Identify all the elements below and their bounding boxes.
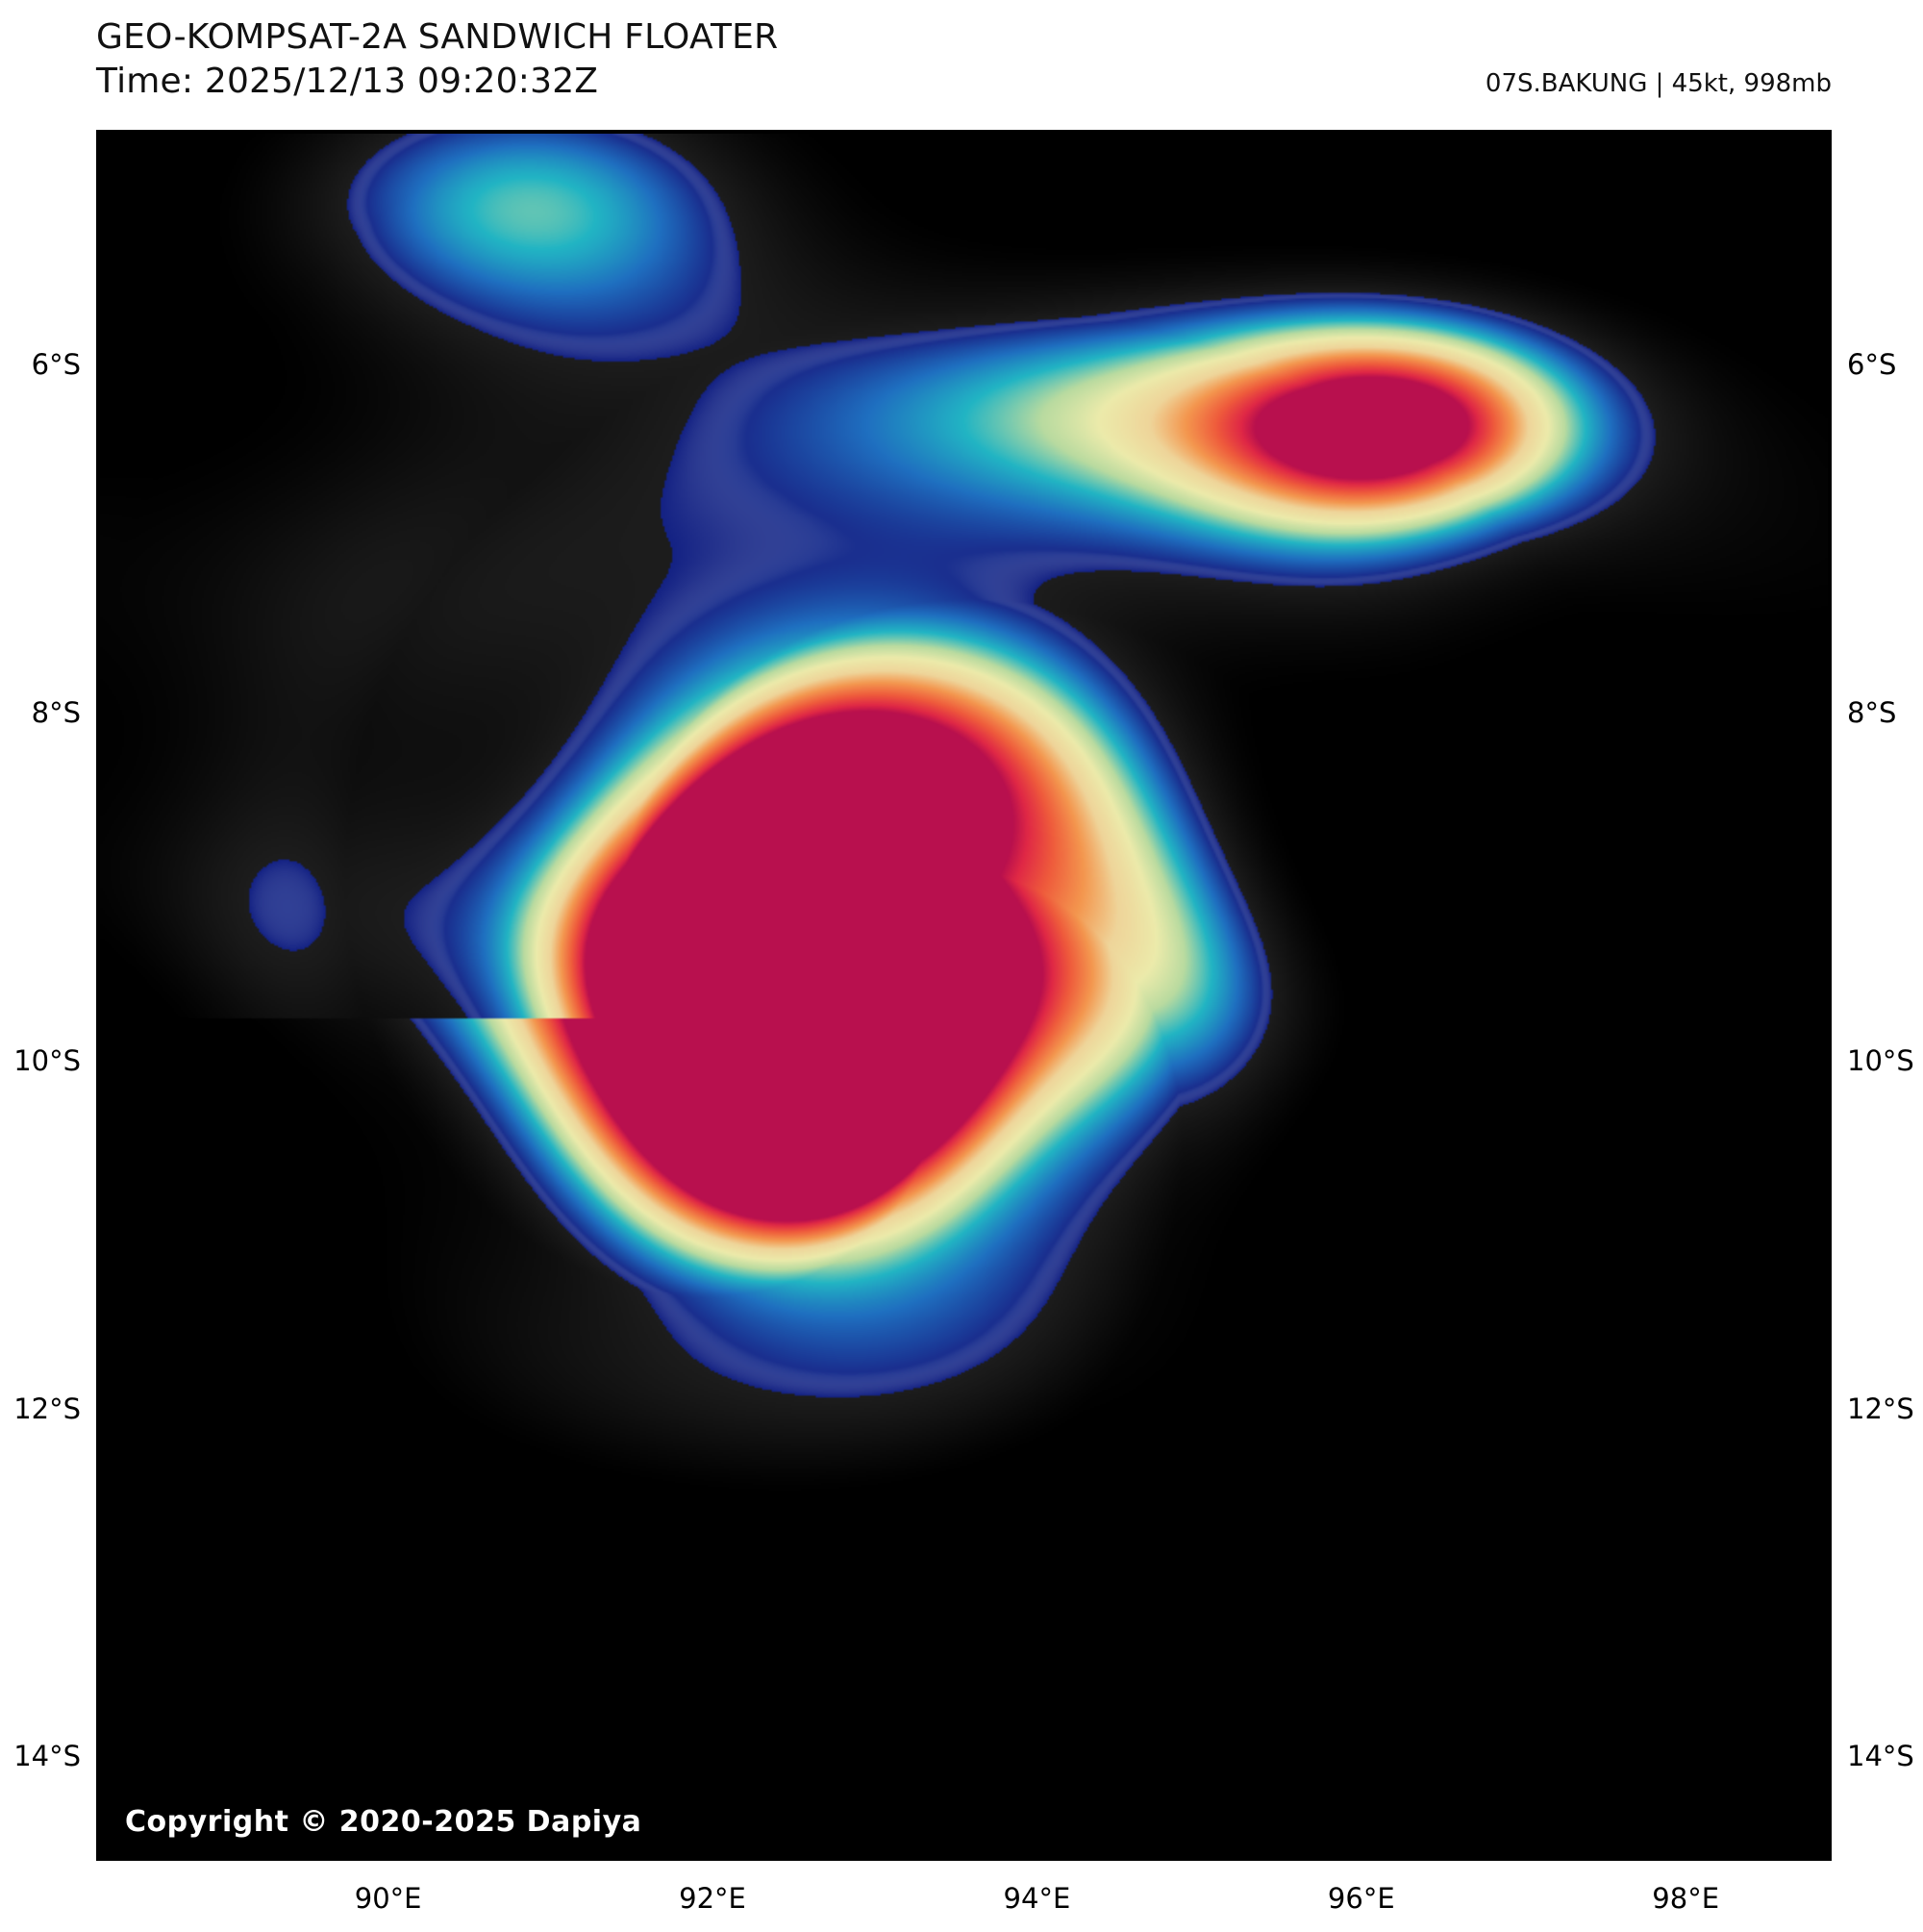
copyright-watermark: Copyright © 2020-2025 Dapiya xyxy=(108,1798,660,1847)
y-axis-tick-label-right: 6°S xyxy=(1847,348,1897,382)
y-axis-tick-label-left: 8°S xyxy=(31,696,81,730)
x-axis-tick-label: 94°E xyxy=(1003,1882,1071,1915)
storm-info-label: 07S.BAKUNG | 45kt, 998mb xyxy=(1485,69,1832,98)
title-block: GEO-KOMPSAT-2A SANDWICH FLOATER Time: 20… xyxy=(96,15,778,104)
header: GEO-KOMPSAT-2A SANDWICH FLOATER Time: 20… xyxy=(0,0,1923,130)
satellite-imagery-canvas xyxy=(100,134,1828,1857)
satellite-image-panel[interactable]: Copyright © 2020-2025 Dapiya xyxy=(96,130,1832,1861)
timestamp-label: Time: 2025/12/13 09:20:32Z xyxy=(96,62,599,102)
y-axis-tick-label-right: 10°S xyxy=(1847,1043,1914,1077)
y-axis-tick-label-left: 14°S xyxy=(13,1740,81,1773)
x-axis-tick-label: 96°E xyxy=(1327,1882,1395,1915)
x-axis-tick-label: 90°E xyxy=(354,1882,422,1915)
y-axis-tick-label-right: 14°S xyxy=(1847,1740,1914,1773)
y-axis-tick-label-right: 12°S xyxy=(1847,1392,1914,1425)
page-title: GEO-KOMPSAT-2A SANDWICH FLOATER xyxy=(96,17,779,57)
x-axis-tick-label: 98°E xyxy=(1652,1882,1720,1915)
x-axis-tick-label: 92°E xyxy=(679,1882,746,1915)
y-axis-tick-label-left: 12°S xyxy=(13,1392,81,1425)
y-axis-tick-label-left: 6°S xyxy=(31,348,81,382)
y-axis-tick-label-left: 10°S xyxy=(13,1043,81,1077)
y-axis-tick-label-right: 8°S xyxy=(1847,696,1897,730)
